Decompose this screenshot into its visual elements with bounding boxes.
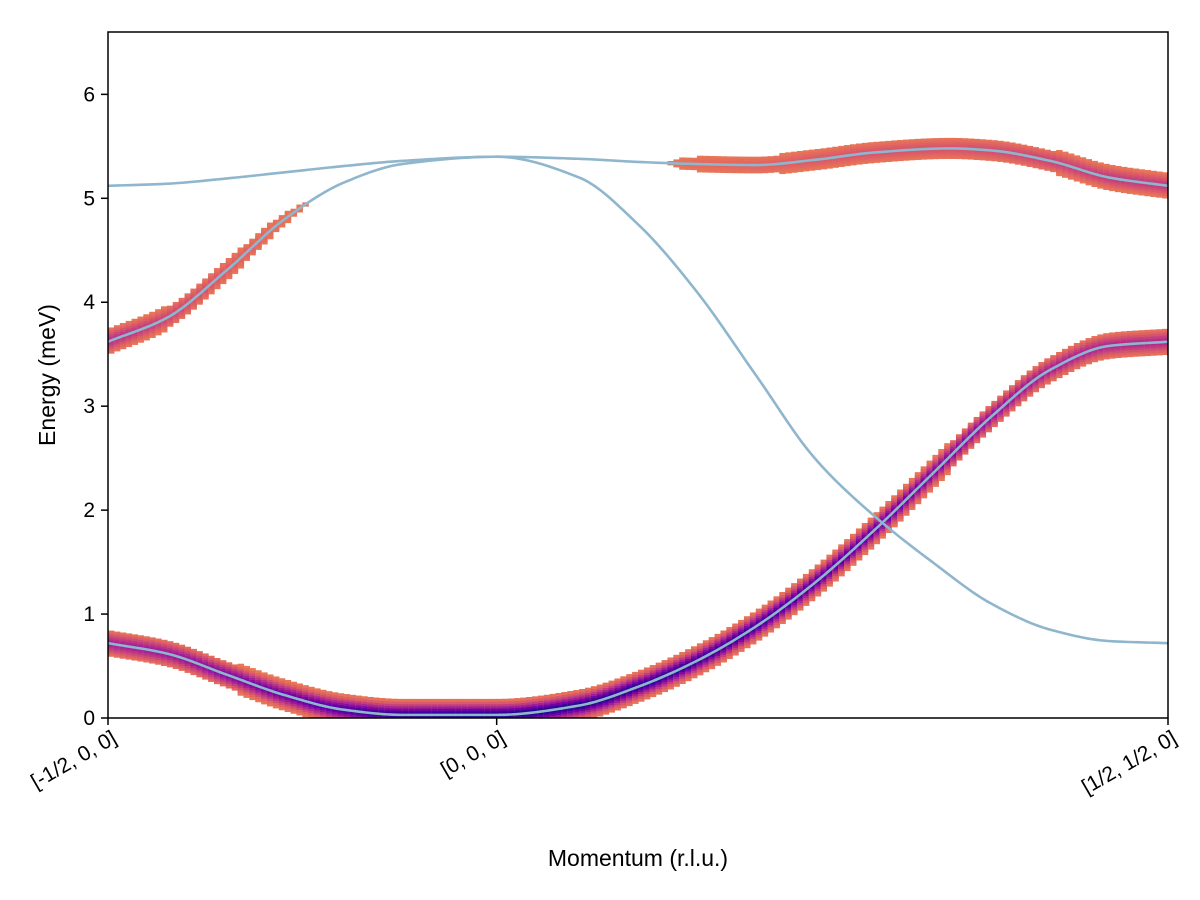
- x-tick-label: [0, 0, 0]: [437, 726, 509, 781]
- plot-frame: [107, 31, 1169, 719]
- y-tick-label: 3: [83, 395, 95, 418]
- x-axis-ticks: [-1/2, 0, 0] [0, 0, 0] [1/2, 1/2, 0]: [27, 718, 1181, 799]
- x-axis-label: Momentum (r.l.u.): [548, 845, 728, 871]
- intensity-map: [108, 137, 1168, 718]
- y-tick-label: 1: [83, 603, 95, 626]
- y-tick-label: 0: [83, 707, 95, 730]
- dispersion-lines: [108, 147, 1168, 717]
- y-tick-label: 6: [83, 83, 95, 106]
- dispersion-line-1: [108, 147, 1168, 188]
- x-tick-label: [1/2, 1/2, 0]: [1078, 726, 1181, 798]
- intensity-band-1: [667, 137, 1168, 199]
- y-axis-ticks: 0 1 2 3 4 5 6: [83, 83, 108, 730]
- y-tick-label: 5: [83, 187, 95, 210]
- y-tick-label: 2: [83, 499, 95, 522]
- x-tick-label: [-1/2, 0, 0]: [27, 726, 120, 793]
- intensity-band-3: [108, 328, 1168, 718]
- dispersion-line-3: [108, 340, 1168, 717]
- y-axis-label: Energy (meV): [34, 304, 60, 446]
- y-tick-label: 4: [83, 291, 95, 314]
- dispersion-line-2: [108, 155, 1168, 645]
